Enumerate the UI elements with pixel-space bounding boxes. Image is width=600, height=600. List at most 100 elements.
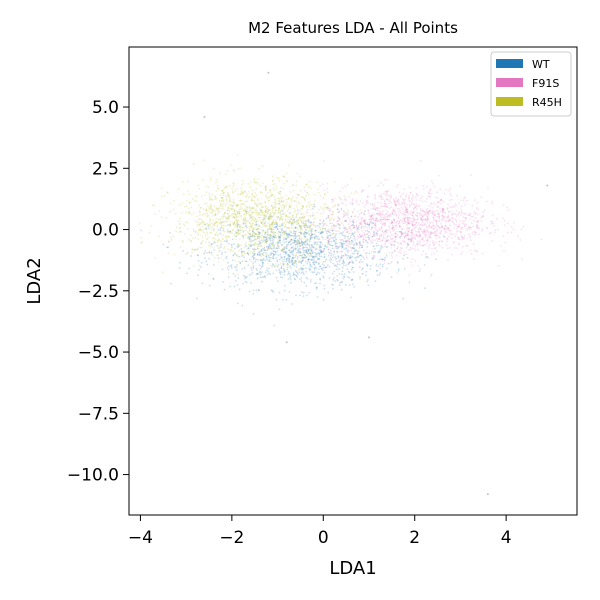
data-point	[332, 263, 334, 265]
data-point	[224, 231, 226, 233]
data-point	[311, 233, 313, 235]
data-point	[273, 325, 275, 327]
data-point	[332, 284, 334, 286]
data-point	[345, 235, 347, 237]
data-point	[359, 247, 361, 249]
legend-label-r45h: R45H	[532, 96, 562, 109]
data-point	[360, 200, 362, 202]
data-point	[329, 232, 331, 234]
data-point	[244, 266, 246, 268]
data-point	[282, 249, 284, 251]
data-point	[273, 214, 275, 216]
data-point	[336, 248, 338, 250]
data-point	[324, 288, 326, 290]
data-point	[303, 253, 305, 255]
data-point	[359, 255, 361, 257]
data-point	[332, 279, 334, 281]
data-point	[395, 238, 397, 240]
data-point	[373, 251, 375, 253]
data-point	[234, 204, 236, 206]
data-point	[417, 240, 419, 242]
data-point	[302, 205, 304, 207]
data-point	[364, 225, 366, 227]
data-point	[197, 254, 199, 256]
data-point	[293, 262, 295, 264]
data-point	[395, 227, 397, 229]
data-point	[294, 237, 296, 239]
data-point	[235, 236, 237, 238]
data-point	[413, 212, 415, 214]
data-point	[264, 249, 266, 251]
data-point	[260, 273, 262, 275]
data-point	[381, 258, 383, 260]
data-point	[343, 265, 345, 267]
data-point	[310, 228, 312, 230]
data-point	[276, 299, 278, 301]
data-point	[242, 237, 244, 239]
data-point	[346, 268, 348, 270]
data-point	[436, 191, 438, 193]
data-point	[222, 205, 224, 207]
data-point	[322, 228, 324, 230]
data-point	[208, 210, 210, 212]
data-point	[209, 195, 211, 197]
data-point	[330, 257, 332, 259]
data-point	[241, 184, 243, 186]
data-point	[337, 220, 339, 222]
outlier-point	[368, 336, 370, 338]
data-point	[278, 208, 280, 210]
data-point	[228, 216, 230, 218]
data-point	[364, 235, 366, 237]
data-point	[251, 199, 253, 201]
data-point	[268, 237, 270, 239]
data-point	[243, 191, 245, 193]
data-point	[238, 168, 240, 170]
data-point	[190, 207, 192, 209]
data-point	[411, 198, 413, 200]
data-point	[351, 269, 353, 271]
data-point	[422, 239, 424, 241]
data-point	[477, 226, 479, 228]
data-point	[497, 229, 499, 231]
data-point	[425, 209, 427, 211]
data-point	[351, 203, 353, 205]
data-point	[346, 232, 348, 234]
data-point	[402, 204, 404, 206]
data-point	[407, 211, 409, 213]
data-point	[301, 260, 303, 262]
data-point	[272, 184, 274, 186]
data-point	[387, 235, 389, 237]
data-point	[449, 199, 451, 201]
data-point	[319, 244, 321, 246]
data-point	[413, 241, 415, 243]
data-point	[332, 257, 334, 259]
data-point	[469, 212, 471, 214]
x-tick-label: −4	[128, 528, 153, 548]
data-point	[249, 239, 251, 241]
data-point	[246, 207, 248, 209]
data-point	[471, 216, 473, 218]
data-point	[349, 284, 351, 286]
data-point	[245, 242, 247, 244]
data-point	[300, 196, 302, 198]
data-point	[250, 267, 252, 269]
data-point	[394, 214, 396, 216]
data-point	[377, 202, 379, 204]
data-point	[451, 221, 453, 223]
data-point	[428, 257, 430, 259]
data-point	[404, 198, 406, 200]
data-point	[346, 236, 348, 238]
data-point	[226, 200, 228, 202]
data-point	[215, 234, 217, 236]
data-point	[468, 214, 470, 216]
data-point	[237, 274, 239, 276]
data-point	[218, 219, 220, 221]
data-point	[210, 207, 212, 209]
data-point	[300, 233, 302, 235]
data-point	[262, 232, 264, 234]
data-point	[348, 242, 350, 244]
data-point	[299, 271, 301, 273]
data-point	[163, 244, 165, 246]
data-point	[279, 204, 281, 206]
data-point	[203, 253, 205, 255]
